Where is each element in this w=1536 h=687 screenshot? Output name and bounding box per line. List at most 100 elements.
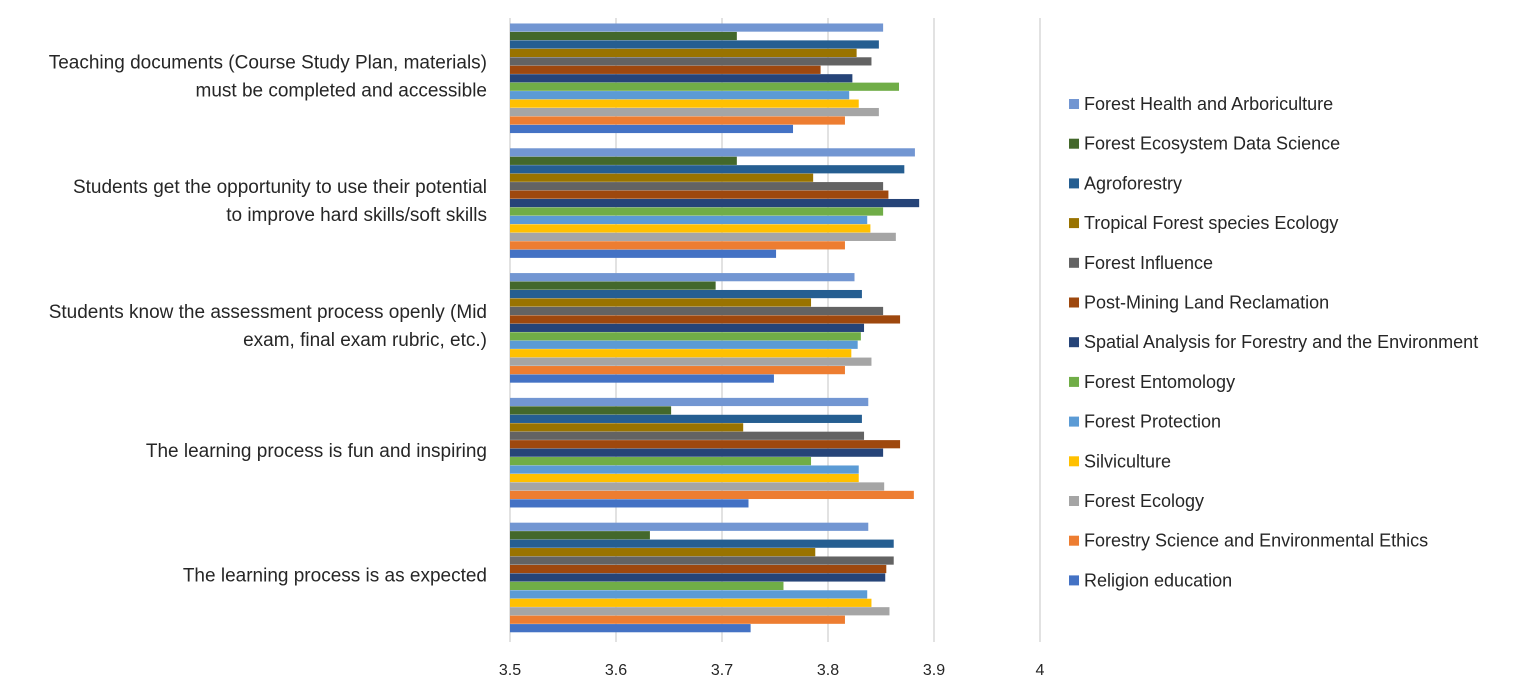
legend-swatch bbox=[1069, 456, 1079, 467]
bars bbox=[510, 23, 920, 633]
bar bbox=[510, 182, 884, 191]
legend-swatch bbox=[1069, 416, 1079, 427]
category-label: must be completed and accessible bbox=[196, 80, 488, 101]
bar bbox=[510, 581, 784, 591]
bar bbox=[510, 564, 887, 574]
bar bbox=[510, 91, 850, 100]
x-tick-label: 3.5 bbox=[499, 662, 521, 679]
bar bbox=[510, 65, 821, 74]
bar bbox=[510, 124, 794, 134]
bar bbox=[510, 349, 852, 358]
bar bbox=[510, 48, 857, 58]
bar bbox=[510, 82, 900, 91]
x-tick-label: 3.9 bbox=[923, 662, 945, 679]
bar bbox=[510, 590, 868, 599]
bar bbox=[510, 423, 744, 432]
bar bbox=[510, 156, 737, 165]
legend-swatch bbox=[1069, 218, 1079, 229]
bar bbox=[510, 241, 845, 250]
legend-label: Silviculture bbox=[1084, 451, 1171, 471]
legend-label: Post-Mining Land Reclamation bbox=[1084, 293, 1329, 313]
bar bbox=[510, 598, 872, 607]
x-tick-label: 3.6 bbox=[605, 662, 627, 679]
bar bbox=[510, 165, 905, 174]
category-label: Teaching documents (Course Study Plan, m… bbox=[49, 52, 487, 73]
legend-label: Forest Ecology bbox=[1084, 491, 1204, 511]
category-label: Students know the assessment process ope… bbox=[49, 302, 487, 323]
bar bbox=[510, 397, 869, 407]
bar bbox=[510, 482, 885, 491]
legend-label: Forest Ecosystem Data Science bbox=[1084, 134, 1340, 154]
bar bbox=[510, 539, 894, 548]
bar bbox=[510, 232, 896, 241]
bar bbox=[510, 298, 812, 307]
bar bbox=[510, 31, 737, 41]
bar bbox=[510, 107, 879, 117]
bar bbox=[510, 374, 774, 383]
category-label: Students get the opportunity to use thei… bbox=[73, 177, 487, 198]
bar bbox=[510, 289, 862, 299]
bar bbox=[510, 357, 872, 366]
bar bbox=[510, 190, 889, 199]
bar bbox=[510, 615, 845, 624]
x-axis-tick-labels: 3.5 3.6 3.7 3.8 3.9 4 bbox=[499, 662, 1045, 679]
x-tick-label: 3.7 bbox=[711, 662, 733, 679]
bar bbox=[510, 607, 890, 616]
bar bbox=[510, 556, 894, 565]
bar bbox=[510, 249, 777, 258]
category-label: to improve hard skills/soft skills bbox=[226, 205, 487, 226]
category-label: The learning process is as expected bbox=[183, 566, 487, 587]
bar bbox=[510, 414, 862, 423]
bar bbox=[510, 531, 650, 540]
bar bbox=[510, 99, 859, 108]
category-label: The learning process is fun and inspirin… bbox=[146, 441, 487, 462]
bar bbox=[510, 74, 853, 83]
bar bbox=[510, 224, 871, 233]
bar bbox=[510, 173, 814, 182]
bar bbox=[510, 215, 868, 225]
legend-label: Forestry Science and Environmental Ethic… bbox=[1084, 531, 1428, 551]
bar bbox=[510, 40, 879, 49]
legend-label: Forest Health and Arboriculture bbox=[1084, 94, 1333, 114]
legend-swatch bbox=[1069, 337, 1079, 348]
bar bbox=[510, 366, 845, 375]
bar bbox=[510, 490, 914, 500]
legend-label: Agroforestry bbox=[1084, 173, 1182, 193]
bar bbox=[510, 406, 672, 415]
legend-swatch bbox=[1069, 178, 1079, 189]
legend-label: Forest Protection bbox=[1084, 412, 1221, 432]
bar bbox=[510, 332, 861, 341]
bar bbox=[510, 273, 855, 282]
legend-label: Forest Entomology bbox=[1084, 372, 1235, 392]
legend-swatch bbox=[1069, 99, 1079, 109]
bar bbox=[510, 499, 749, 508]
x-tick-label: 4 bbox=[1036, 662, 1045, 679]
bar bbox=[510, 198, 920, 208]
bar bbox=[510, 548, 816, 557]
legend: Forest Health and Arboriculture Forest Ec… bbox=[1069, 94, 1478, 590]
bar bbox=[510, 148, 915, 157]
bar bbox=[510, 207, 884, 216]
bar bbox=[510, 457, 812, 466]
bar bbox=[510, 57, 872, 66]
legend-label: Forest Influence bbox=[1084, 253, 1213, 273]
legend-label: Religion education bbox=[1084, 570, 1232, 590]
bar bbox=[510, 522, 869, 531]
legend-swatch bbox=[1069, 297, 1079, 308]
legend-swatch bbox=[1069, 535, 1079, 546]
category-label: exam, final exam rubric, etc.) bbox=[243, 330, 487, 351]
bar bbox=[510, 473, 859, 483]
bar bbox=[510, 306, 884, 316]
bar bbox=[510, 573, 886, 582]
bar bbox=[510, 323, 865, 332]
legend-swatch bbox=[1069, 376, 1079, 387]
legend-label: Spatial Analysis for Forestry and the En… bbox=[1084, 332, 1478, 352]
legend-swatch bbox=[1069, 257, 1079, 268]
bar bbox=[510, 465, 859, 474]
bar bbox=[510, 116, 845, 125]
legend-swatch bbox=[1069, 496, 1079, 506]
bar bbox=[510, 315, 901, 324]
bar bbox=[510, 624, 751, 633]
bar bbox=[510, 340, 858, 349]
